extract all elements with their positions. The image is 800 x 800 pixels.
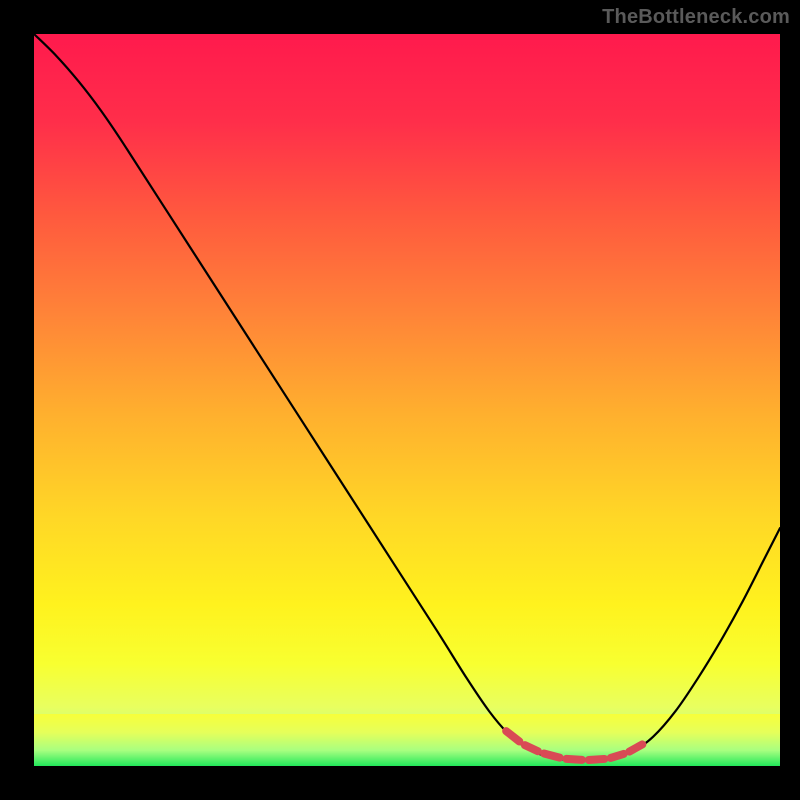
chart-stage — [0, 0, 800, 800]
chart-frame: TheBottleneck.com — [0, 0, 800, 800]
chart-svg — [0, 0, 800, 800]
watermark-text: TheBottleneck.com — [602, 6, 790, 29]
